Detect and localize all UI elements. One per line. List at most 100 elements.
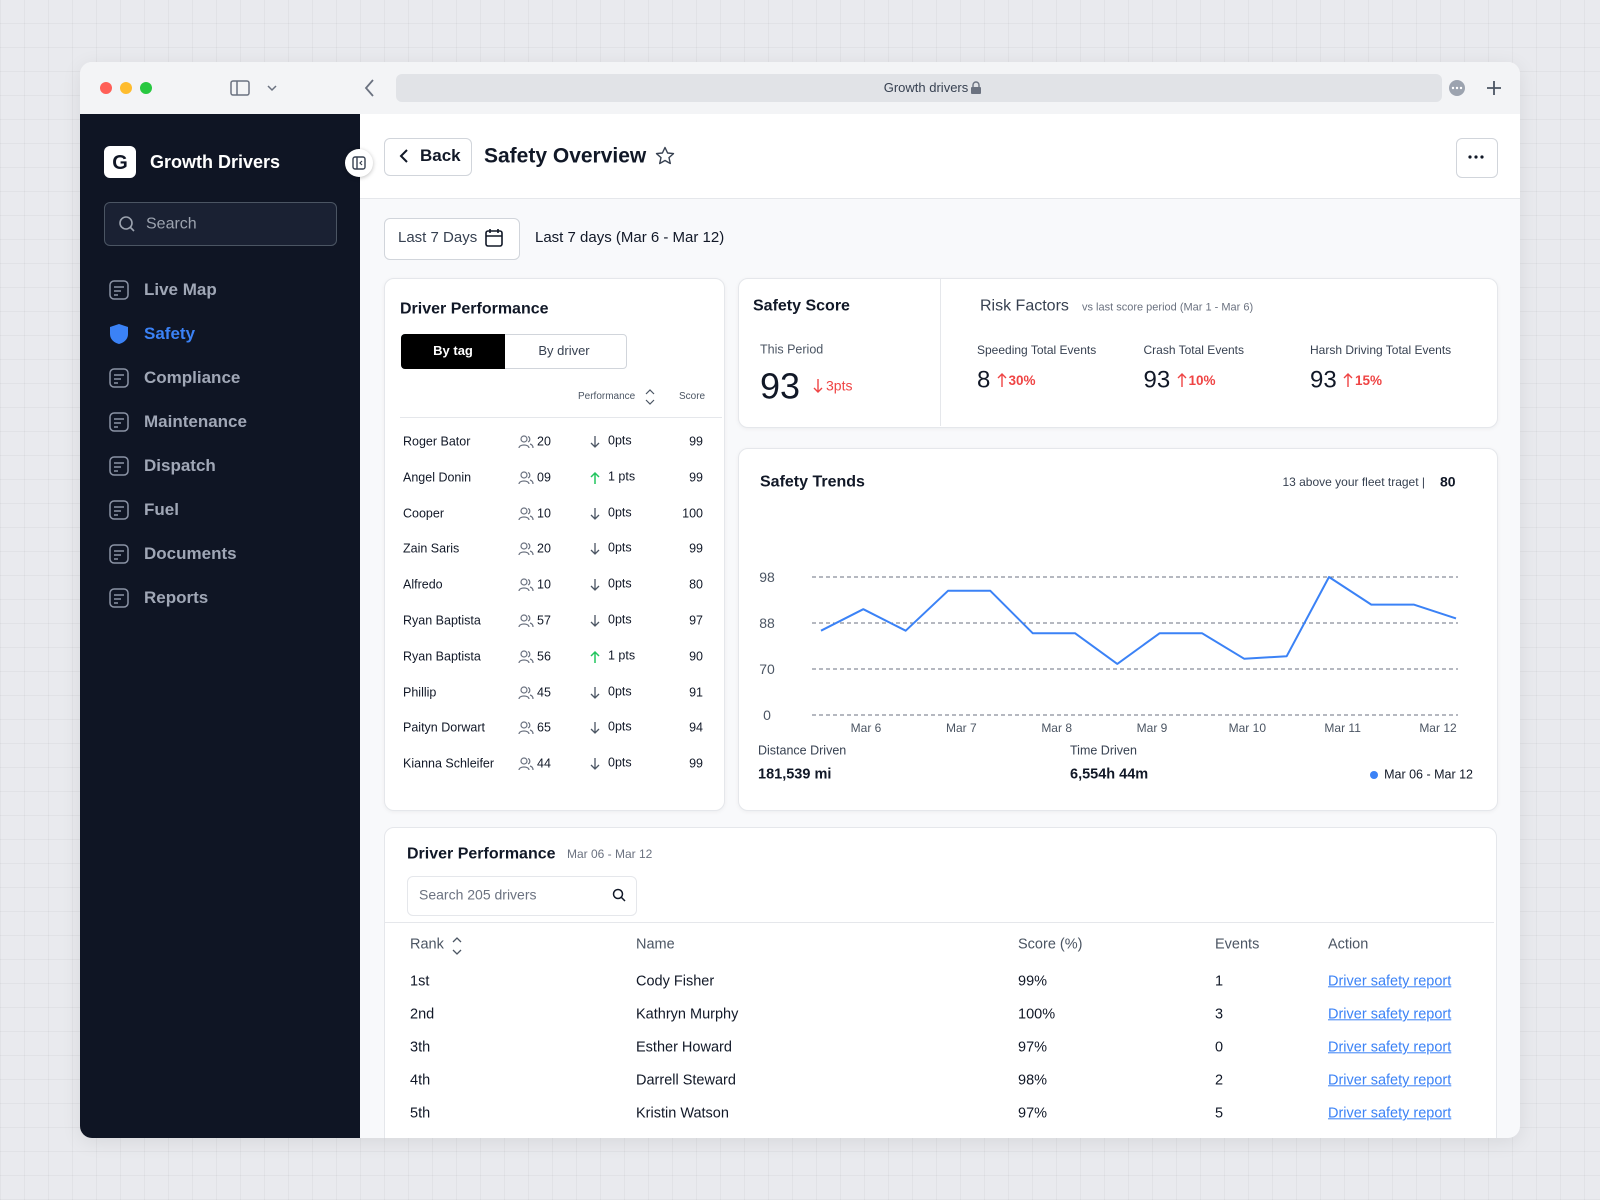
- driver-name: Paityn Dorwart: [403, 720, 485, 735]
- divider: [400, 417, 722, 418]
- metric-change: 3pts: [826, 377, 853, 394]
- driver-score: 99: [689, 434, 703, 449]
- nav-icon: [110, 324, 128, 344]
- metric-label: Speeding Total Events: [977, 342, 1097, 357]
- trend-up-icon: [997, 373, 1006, 387]
- report-link[interactable]: Driver safety report: [1328, 1006, 1452, 1023]
- tab-label: By driver: [538, 343, 590, 359]
- collapse-button[interactable]: [345, 149, 373, 177]
- y-tick-label: 70: [759, 661, 775, 677]
- nav-item[interactable]: Documents: [144, 543, 237, 563]
- nav-item[interactable]: Fuel: [144, 499, 179, 519]
- date-filter-button[interactable]: [384, 218, 520, 260]
- calendar-icon: [485, 229, 503, 247]
- performance-change: 0pts: [608, 433, 632, 448]
- safety-trends-card: [738, 448, 1498, 811]
- driver-count: 20: [537, 434, 551, 449]
- sort-icon: [452, 937, 462, 955]
- y-tick-label: 98: [759, 569, 775, 585]
- card-title: Driver Performance: [407, 845, 556, 863]
- x-tick-label: Mar 7: [946, 721, 977, 735]
- table-cell: 3: [1215, 1006, 1224, 1023]
- table-cell: 3th: [410, 1039, 431, 1056]
- people-icon: [518, 650, 534, 663]
- x-tick-label: Mar 11: [1324, 721, 1361, 735]
- driver-name: Phillip: [403, 685, 437, 700]
- page-title: Safety Overview: [484, 144, 647, 168]
- driver-score: 99: [689, 541, 703, 556]
- performance-change: 0pts: [608, 719, 632, 734]
- report-link[interactable]: Driver safety report: [1328, 973, 1452, 990]
- tab-active[interactable]: [401, 334, 505, 369]
- metric-value: 8: [977, 366, 991, 394]
- driver-count: 10: [537, 506, 551, 521]
- nav-item[interactable]: Reports: [144, 587, 209, 607]
- window-content: Growth drivers G Growth Drivers Search Live …: [80, 62, 1520, 1138]
- brand-logo: G: [104, 146, 136, 178]
- nav-item-active[interactable]: Safety: [144, 323, 196, 343]
- brand-name: Growth Drivers: [150, 152, 281, 173]
- driver-count: 44: [537, 756, 551, 771]
- column-header: Rank: [410, 936, 444, 953]
- nav-item[interactable]: Compliance: [144, 367, 241, 387]
- metric-change: 10%: [1188, 372, 1216, 388]
- performance-change: 0pts: [608, 612, 632, 627]
- driver-count: 09: [537, 470, 551, 485]
- nav-icon: [109, 500, 129, 520]
- driver-name: Angel Donin: [403, 470, 472, 485]
- card-title: Safety Score: [753, 297, 850, 315]
- report-link[interactable]: Driver safety report: [1328, 1105, 1452, 1122]
- performance-change: 1 pts: [608, 469, 636, 484]
- column-header: Events: [1215, 936, 1260, 953]
- driver-name: Cooper: [403, 506, 444, 521]
- trend-line: [820, 576, 1457, 665]
- nav-icon: [109, 588, 129, 608]
- driver-score: 90: [689, 649, 703, 664]
- performance-change: 0pts: [608, 684, 632, 699]
- column-header: Score (%): [1018, 936, 1083, 953]
- nav-icon: [109, 368, 129, 388]
- driver-name: Alfredo: [403, 577, 443, 592]
- back-button[interactable]: [384, 138, 472, 176]
- stat-label: Time Driven: [1070, 743, 1137, 758]
- table-cell: 98%: [1018, 1072, 1048, 1089]
- nav-icon: [109, 456, 129, 476]
- metric-value: 93: [1143, 366, 1171, 394]
- trend-down-icon: [590, 543, 600, 556]
- x-tick-label: Mar 12: [1419, 721, 1457, 735]
- table-cell: Kathryn Murphy: [636, 1006, 739, 1023]
- metric-value: 93: [760, 365, 801, 407]
- performance-change: 0pts: [608, 540, 632, 555]
- report-link[interactable]: Driver safety report: [1328, 1039, 1452, 1056]
- trend-up-icon: [590, 650, 600, 663]
- sort-icon: [645, 389, 655, 405]
- trend-down-icon: [590, 507, 600, 520]
- lock-icon: [971, 81, 981, 94]
- trend-up-icon: [1177, 373, 1186, 387]
- people-icon: [518, 506, 534, 520]
- nav-item[interactable]: Dispatch: [144, 455, 216, 475]
- table-cell: Kristin Watson: [636, 1105, 729, 1122]
- table-search[interactable]: [407, 876, 637, 916]
- legend-label: Mar 06 - Mar 12: [1384, 767, 1473, 782]
- search-icon: [612, 888, 626, 902]
- stat-value: 6,554h 44m: [1070, 766, 1149, 783]
- nav-item[interactable]: Maintenance: [144, 411, 247, 431]
- column-header: Name: [636, 936, 675, 953]
- table-cell: Darrell Steward: [636, 1072, 736, 1089]
- trend-down-icon: [590, 436, 600, 448]
- driver-score: 97: [689, 613, 703, 628]
- card-subtitle: Mar 06 - Mar 12: [567, 846, 653, 861]
- driver-score: 94: [689, 720, 703, 735]
- report-link[interactable]: Driver safety report: [1328, 1072, 1452, 1089]
- sidebar-search[interactable]: [104, 202, 337, 246]
- table-cell: 5: [1215, 1105, 1224, 1122]
- x-tick-label: Mar 8: [1041, 721, 1072, 735]
- x-tick-label: Mar 6: [851, 721, 882, 735]
- driver-count: 10: [537, 577, 551, 592]
- driver-name: Ryan Baptista: [403, 649, 481, 664]
- x-tick-label: Mar 10: [1229, 721, 1267, 735]
- more-button[interactable]: [1456, 138, 1498, 178]
- favorite-star: [655, 146, 675, 165]
- nav-item[interactable]: Live Map: [144, 279, 217, 299]
